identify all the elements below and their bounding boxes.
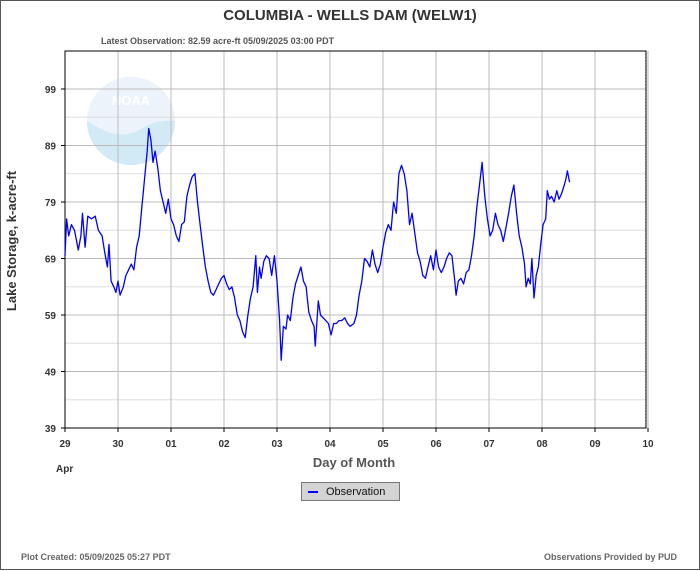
x-tick-label: 04 (324, 439, 336, 450)
x-tick-label: 30 (112, 439, 124, 450)
data-provider: Observations Provided by PUD (543, 552, 677, 562)
observation-series-line (64, 127, 571, 361)
x-tick-label: 09 (589, 439, 601, 450)
y-tick-label: 79 (45, 198, 57, 209)
x-axis-label: Day of Month (313, 455, 395, 470)
plot-area-border (64, 50, 647, 429)
svg-text:NOAA: NOAA (112, 93, 151, 108)
x-tick-label: 03 (271, 439, 283, 450)
legend: Observation (301, 482, 400, 501)
legend-label: Observation (326, 485, 386, 498)
latest-observation: Latest Observation: 82.59 acre-ft 05/09/… (101, 36, 335, 46)
x-tick-label: 07 (483, 439, 495, 450)
grid (64, 51, 649, 429)
x-tick-label: 10 (642, 439, 654, 450)
y-tick-label: 49 (45, 368, 57, 379)
y-axis-ticks: 39 49 59 69 79 89 99 (45, 85, 65, 435)
x-tick-label: 02 (218, 439, 230, 450)
chart-title: COLUMBIA - WELLS DAM (WELW1) (223, 7, 477, 24)
month-label: Apr (56, 464, 73, 475)
y-tick-label: 99 (45, 85, 57, 96)
x-axis-ticks: 29 30 01 02 03 04 05 06 07 08 09 10 (59, 428, 654, 450)
x-tick-label: 05 (377, 439, 389, 450)
plot-created: Plot Created: 05/09/2025 05:27 PDT (21, 552, 171, 562)
x-tick-label: 06 (430, 439, 442, 450)
y-tick-label: 89 (45, 142, 57, 153)
y-tick-label: 39 (45, 424, 57, 435)
y-tick-label: 59 (45, 311, 57, 322)
x-tick-label: 01 (165, 439, 177, 450)
y-tick-label: 69 (45, 255, 57, 266)
x-tick-label: 29 (59, 439, 71, 450)
noaa-logo: NOAA (87, 77, 175, 165)
y-axis-label: Lake Storage, k-acre-ft (4, 170, 19, 311)
legend-line-swatch (308, 490, 318, 493)
x-tick-label: 08 (536, 439, 548, 450)
